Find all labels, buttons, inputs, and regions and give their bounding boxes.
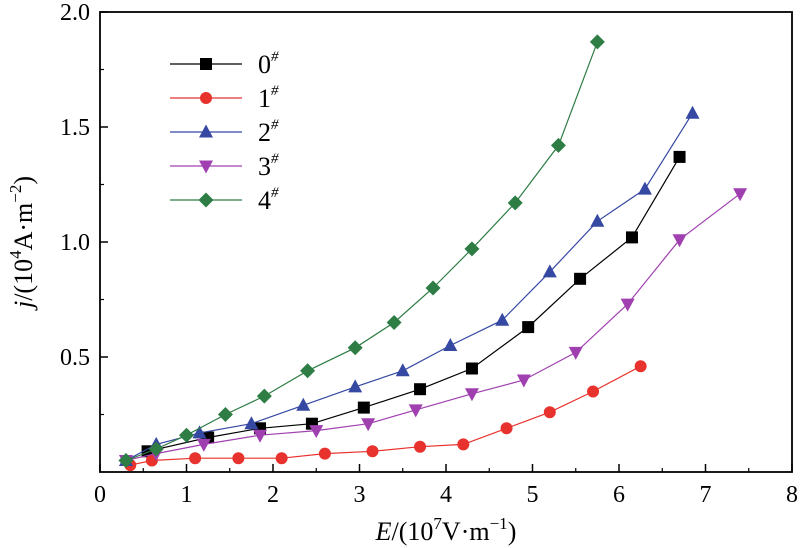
data-point (625, 231, 638, 244)
data-point (634, 360, 647, 373)
data-point (465, 362, 478, 375)
data-point (590, 213, 605, 227)
legend-marker (199, 124, 213, 138)
data-point (414, 440, 427, 453)
axis-ticks: 0 1 2 3 4 5 6 7 8 0.5 1.0 1.5 2.0 (60, 0, 798, 508)
legend: 0# 1# 2# 3# 4# (170, 49, 279, 215)
data-point (589, 34, 605, 50)
series-line (125, 41, 598, 462)
series-3 (118, 188, 748, 468)
data-point (318, 447, 331, 460)
data-point (733, 188, 748, 202)
legend-label: 2# (258, 117, 279, 147)
series-line (125, 193, 741, 462)
data-point (637, 181, 652, 195)
data-point (685, 105, 700, 119)
data-point (507, 195, 523, 211)
x-tick-label: 1 (181, 482, 193, 508)
series-1 (124, 360, 647, 472)
legend-marker (198, 192, 214, 208)
x-tick-label: 5 (527, 482, 539, 508)
data-point (296, 397, 311, 411)
data-point (425, 280, 441, 296)
data-point (386, 315, 402, 330)
series-line (130, 365, 641, 466)
data-point (217, 407, 233, 422)
series-layer (118, 34, 748, 472)
legend-item: 3# (170, 151, 279, 181)
data-point (568, 346, 583, 360)
series-line (125, 112, 694, 462)
data-point (192, 425, 207, 439)
data-point (464, 388, 479, 402)
data-point (673, 150, 686, 163)
legend-label: 3# (258, 151, 279, 181)
legend-marker (200, 58, 212, 70)
data-point (672, 234, 687, 248)
legend-item: 4# (170, 185, 279, 215)
data-point (495, 312, 510, 326)
data-point (395, 363, 410, 377)
data-point (361, 418, 376, 432)
y-tick-label: 0.5 (60, 345, 90, 371)
legend-item: 0# (170, 49, 279, 79)
data-point (464, 241, 480, 257)
x-tick-label: 2 (267, 482, 279, 508)
data-point (196, 438, 211, 452)
data-point (179, 427, 194, 443)
data-point (366, 445, 379, 458)
x-tick-label: 3 (354, 482, 366, 508)
data-point (414, 383, 427, 396)
x-tick-label: 6 (613, 482, 625, 508)
x-tick-label: 0 (94, 482, 106, 508)
data-point (574, 272, 587, 285)
data-point (587, 385, 600, 398)
data-point (543, 406, 556, 419)
legend-marker (200, 92, 212, 104)
legend-item: 1# (170, 83, 279, 113)
y-axis-title: j/(104A·m−2) (6, 176, 38, 311)
data-point (309, 425, 324, 439)
data-point (256, 388, 272, 404)
plot-frame (99, 11, 793, 473)
data-point (348, 379, 363, 393)
x-axis-title: E/(107V·m−1) (375, 514, 517, 546)
legend-item: 2# (170, 117, 279, 147)
data-point (148, 441, 164, 457)
x-tick-label: 8 (786, 482, 798, 508)
data-point (253, 429, 268, 443)
legend-label: 0# (258, 49, 279, 79)
data-point (443, 338, 458, 351)
data-point (550, 137, 566, 153)
data-point (347, 340, 363, 356)
data-point (189, 452, 202, 465)
data-point (408, 404, 423, 418)
data-point (275, 452, 288, 465)
legend-marker (199, 160, 213, 174)
data-point (457, 438, 470, 451)
data-point (542, 264, 557, 278)
y-tick-label: 1.5 (60, 115, 90, 141)
data-point (300, 363, 316, 379)
data-point (118, 453, 134, 468)
legend-label: 4# (258, 185, 279, 215)
x-tick-label: 4 (440, 482, 452, 508)
data-point (522, 321, 535, 334)
data-point (620, 298, 635, 312)
data-point (244, 416, 259, 430)
data-point (357, 401, 370, 414)
series-4 (118, 34, 605, 468)
legend-label: 1# (258, 83, 279, 113)
data-point (500, 422, 513, 435)
data-point (232, 452, 245, 465)
data-point (516, 374, 531, 388)
x-tick-label: 7 (700, 482, 712, 508)
y-tick-label: 2.0 (60, 0, 90, 26)
y-tick-label: 1.0 (60, 230, 90, 256)
